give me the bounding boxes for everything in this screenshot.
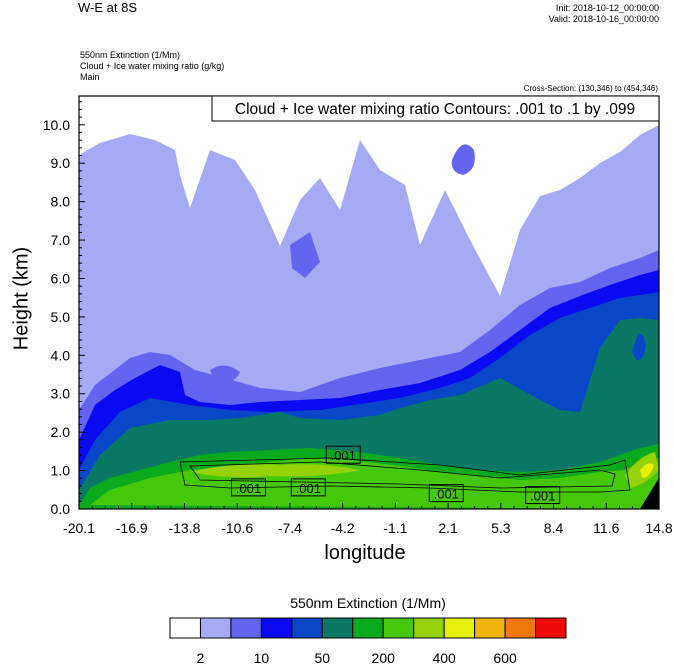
x-tick-label: -16.9 bbox=[116, 520, 148, 536]
contour-legend-text: Cloud + Ice water mixing ratio Contours:… bbox=[235, 101, 635, 118]
colorbar-swatch bbox=[504, 617, 537, 639]
subtitle-line: 550nm Extinction (1/Mm) bbox=[80, 50, 181, 60]
y-tick-label: 7.0 bbox=[51, 232, 71, 248]
y-tick-label: 2.0 bbox=[51, 424, 71, 440]
colorbar-tick-label: 10 bbox=[253, 650, 270, 666]
contour-label: .001 bbox=[530, 489, 555, 504]
valid-time: Valid: 2018-10-16_00:00:00 bbox=[548, 14, 659, 24]
y-tick-label: 8.0 bbox=[51, 194, 71, 210]
colorbar-tick-label: 200 bbox=[371, 650, 395, 666]
contour-label: .001 bbox=[236, 481, 261, 496]
x-tick-label: 8.4 bbox=[544, 520, 564, 536]
x-tick-label: -4.2 bbox=[331, 520, 355, 536]
colorbar-swatch bbox=[260, 617, 293, 639]
colorbar-swatch bbox=[169, 617, 201, 639]
y-tick-label: 6.0 bbox=[51, 270, 71, 286]
y-tick-label: 10.0 bbox=[43, 117, 70, 133]
contour-fill-area bbox=[79, 96, 659, 509]
contour-label-box bbox=[231, 478, 267, 497]
cross-section-info: Cross-Section: (130,346) to (454,346) bbox=[523, 84, 658, 93]
init-time: Init: 2018-10-12_00:00:00 bbox=[555, 3, 659, 13]
colorbar-swatch bbox=[443, 617, 476, 639]
y-tick-label: 1.0 bbox=[51, 463, 71, 479]
y-axis: 0.0 1.0 2.0 3.0 4.0 5.0 6.0 7.0 8.0 9.0 10.0 bbox=[43, 101, 85, 517]
contour-label-box bbox=[428, 484, 464, 503]
extinction-band-lavender bbox=[290, 232, 320, 278]
mixing-ratio-contours bbox=[179, 457, 631, 493]
y-tick-label: 9.0 bbox=[51, 155, 71, 171]
colorbar-tick-label: 600 bbox=[493, 650, 517, 666]
x-tick-label: -7.4 bbox=[278, 520, 302, 536]
colorbar-title: 550nm Extinction (1/Mm) bbox=[290, 595, 446, 611]
x-tick-label: 2.1 bbox=[438, 520, 458, 536]
colorbar-swatch bbox=[352, 617, 384, 639]
y-tick-label: 0.0 bbox=[51, 501, 71, 517]
x-tick-label: -20.1 bbox=[63, 520, 95, 536]
colorbar-swatch bbox=[413, 617, 445, 639]
y-tick-label: 5.0 bbox=[51, 309, 71, 325]
x-tick-label: 5.3 bbox=[491, 520, 511, 536]
x-tick-label: -1.1 bbox=[383, 520, 407, 536]
contour-label-box bbox=[325, 445, 361, 464]
colorbar-swatch bbox=[321, 617, 354, 639]
colorbar-swatch bbox=[535, 617, 567, 639]
y-axis-label: Height (km) bbox=[10, 246, 33, 351]
x-tick-label: 14.8 bbox=[645, 520, 672, 536]
extinction-band-medium-blue bbox=[210, 365, 240, 383]
colorbar-swatch bbox=[199, 617, 232, 639]
colorbar bbox=[169, 617, 567, 639]
colorbar-swatch bbox=[230, 617, 262, 639]
colorbar-tick-label: 50 bbox=[314, 650, 331, 666]
colorbar-swatch bbox=[291, 617, 323, 639]
contour-label: .001 bbox=[331, 448, 356, 463]
y-tick-label: 4.0 bbox=[51, 347, 71, 363]
x-tick-label: -10.6 bbox=[221, 520, 253, 536]
colorbar-tick-label: 2 bbox=[196, 650, 205, 666]
extinction-band-dark-blue bbox=[632, 334, 646, 361]
contour-label-box bbox=[525, 486, 561, 505]
terrain bbox=[640, 478, 659, 509]
y-tick-label: 3.0 bbox=[51, 386, 71, 402]
extinction-band-yellow-green bbox=[190, 464, 360, 478]
subtitle-line: Cloud + Ice water mixing ratio (g/kg) bbox=[80, 61, 225, 71]
contour-legend-box bbox=[211, 95, 660, 122]
subtitle-line: Main bbox=[80, 72, 100, 82]
x-tick-label: 11.6 bbox=[593, 520, 619, 536]
extinction-band-lavender bbox=[451, 144, 475, 175]
contour-label-box bbox=[290, 478, 326, 497]
extinction-band-yellow bbox=[640, 463, 654, 478]
colorbar-swatch bbox=[382, 617, 415, 639]
contour-labels: .001 .001 .001 .001 .001 bbox=[231, 445, 561, 505]
x-axis-label: longitude bbox=[324, 542, 406, 564]
subtitle-block: 550nm Extinction (1/Mm) Cloud + Ice wate… bbox=[80, 50, 224, 83]
contour-label: .001 bbox=[434, 487, 459, 502]
colorbar-labels: 2 10 50 200 400 600 bbox=[0, 650, 674, 666]
plot-title: W-E at 8S bbox=[78, 0, 138, 15]
x-axis: -20.1 -16.9 -13.8 -10.6 -7.4 -4.2 -1.1 2.1 5.3 8.… bbox=[63, 503, 673, 536]
init-valid-info: Init: 2018-10-12_00:00:00 Valid: 2018-10… bbox=[549, 3, 659, 25]
colorbar-swatch bbox=[474, 617, 506, 639]
contour-label: .001 bbox=[296, 481, 321, 496]
colorbar-tick-label: 400 bbox=[432, 650, 456, 666]
x-tick-label: -13.8 bbox=[168, 520, 200, 536]
